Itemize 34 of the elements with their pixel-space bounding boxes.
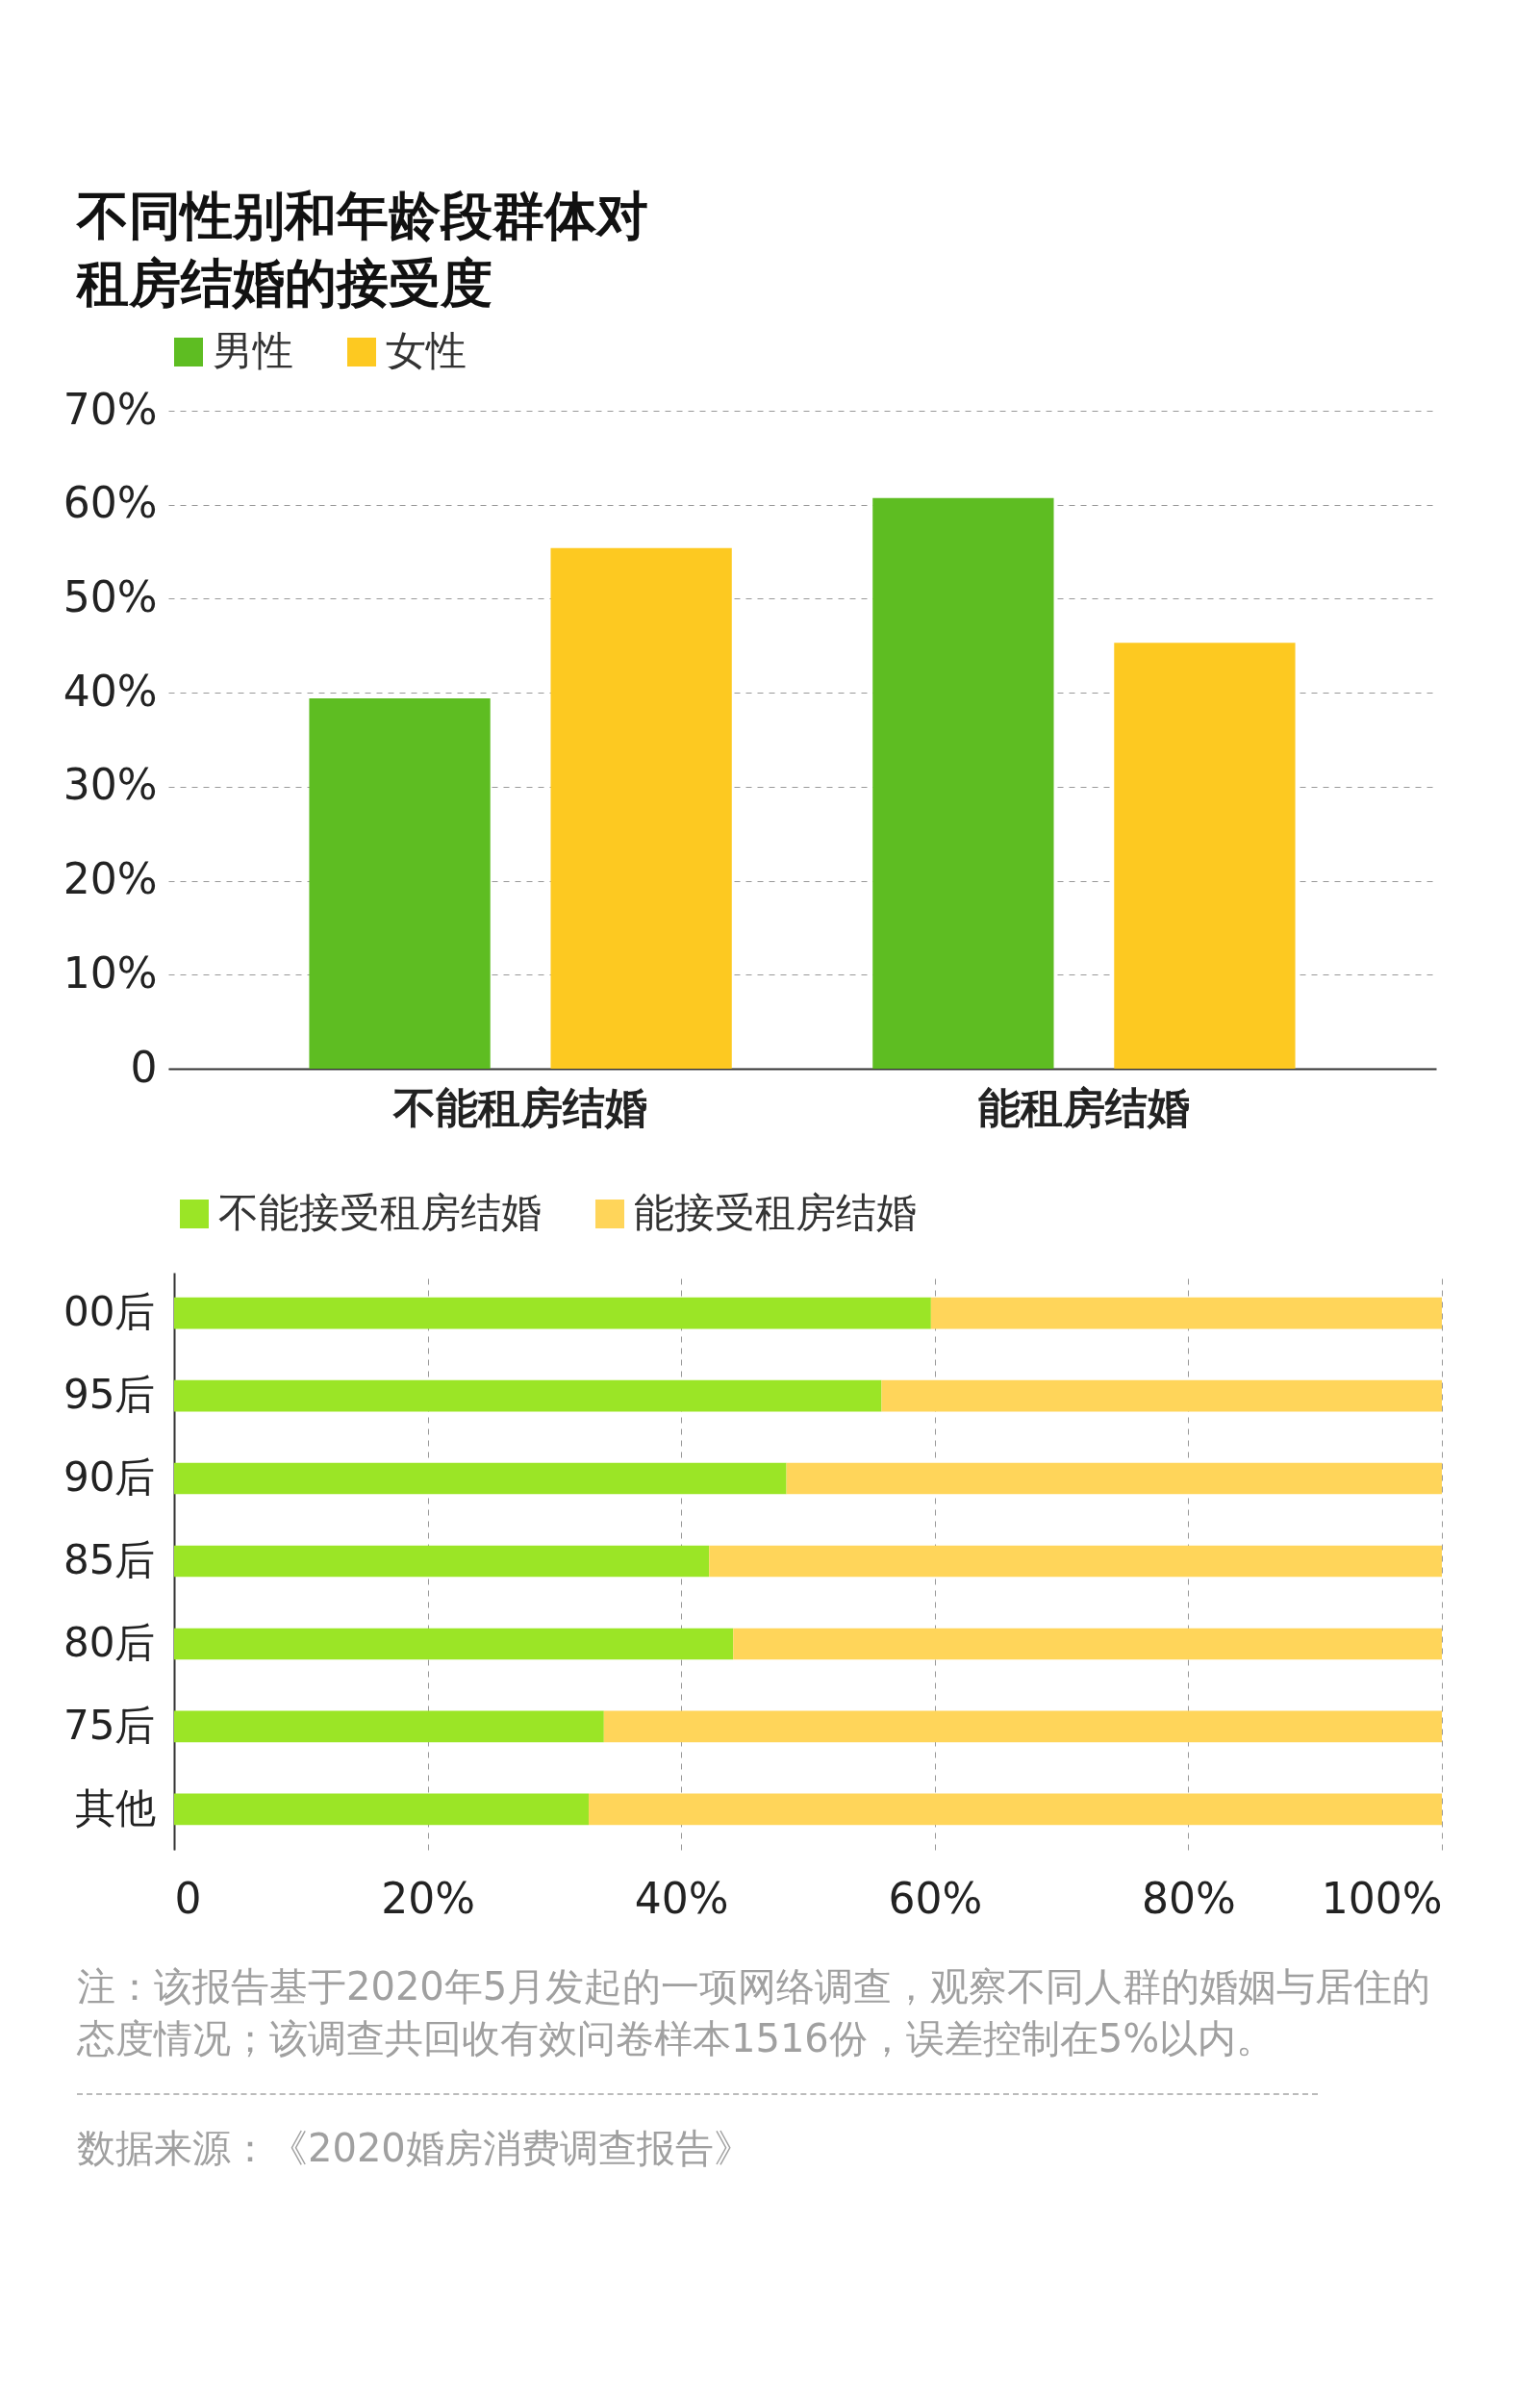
source-note: 数据来源：《2020婚房消费调查报告》 [77, 2093, 1318, 2175]
y-tick-label: 20% [63, 854, 158, 904]
bar [550, 547, 732, 1069]
bar [872, 497, 1054, 1069]
chart-title: 不同性别和年龄段群体对租房结婚的接受度 [77, 185, 649, 316]
legend-label: 不能接受租房结婚 [218, 1189, 542, 1236]
text: 注：该报告基于2020年5月发起的一项网络调查，观察不同人群的婚姻与居住的态度情况；该调查共回收有效问卷样本1516份，误差控制在5%以内。 [77, 1963, 1432, 2062]
x-tick-label: 80% [1142, 1873, 1236, 1923]
legend-label: 能接受租房结婚 [634, 1189, 917, 1236]
legend-label: 男性 [213, 327, 293, 374]
bar [309, 698, 491, 1069]
x-tick-label: 40% [634, 1873, 729, 1923]
x-tick-label: 100% [1321, 1873, 1443, 1923]
y-tick-label: 75后 [63, 1701, 156, 1749]
y-tick-label: 10% [63, 947, 158, 998]
x-tick-label: 不能租房结婚 [392, 1082, 648, 1132]
y-tick-label: 70% [63, 384, 158, 434]
y-tick-label: 30% [63, 760, 158, 810]
y-tick-label: 95后 [63, 1371, 156, 1419]
y-tick-label: 其他 [74, 1783, 156, 1832]
y-tick-label: 00后 [63, 1288, 156, 1336]
x-tick-label: 60% [888, 1873, 983, 1923]
y-tick-label: 80后 [63, 1618, 156, 1666]
y-tick-label: 40% [63, 666, 158, 716]
y-tick-label: 50% [63, 571, 158, 621]
y-tick-label: 90后 [63, 1453, 156, 1502]
bar [1114, 643, 1296, 1069]
x-tick-label: 0 [174, 1873, 202, 1923]
x-tick-label: 20% [381, 1873, 475, 1923]
x-tick-label: 能租房结婚 [977, 1082, 1190, 1132]
y-tick-label: 0 [130, 1042, 158, 1092]
y-tick-label: 60% [63, 478, 158, 528]
legend-label: 女性 [386, 327, 467, 374]
y-tick-label: 85后 [63, 1536, 156, 1583]
